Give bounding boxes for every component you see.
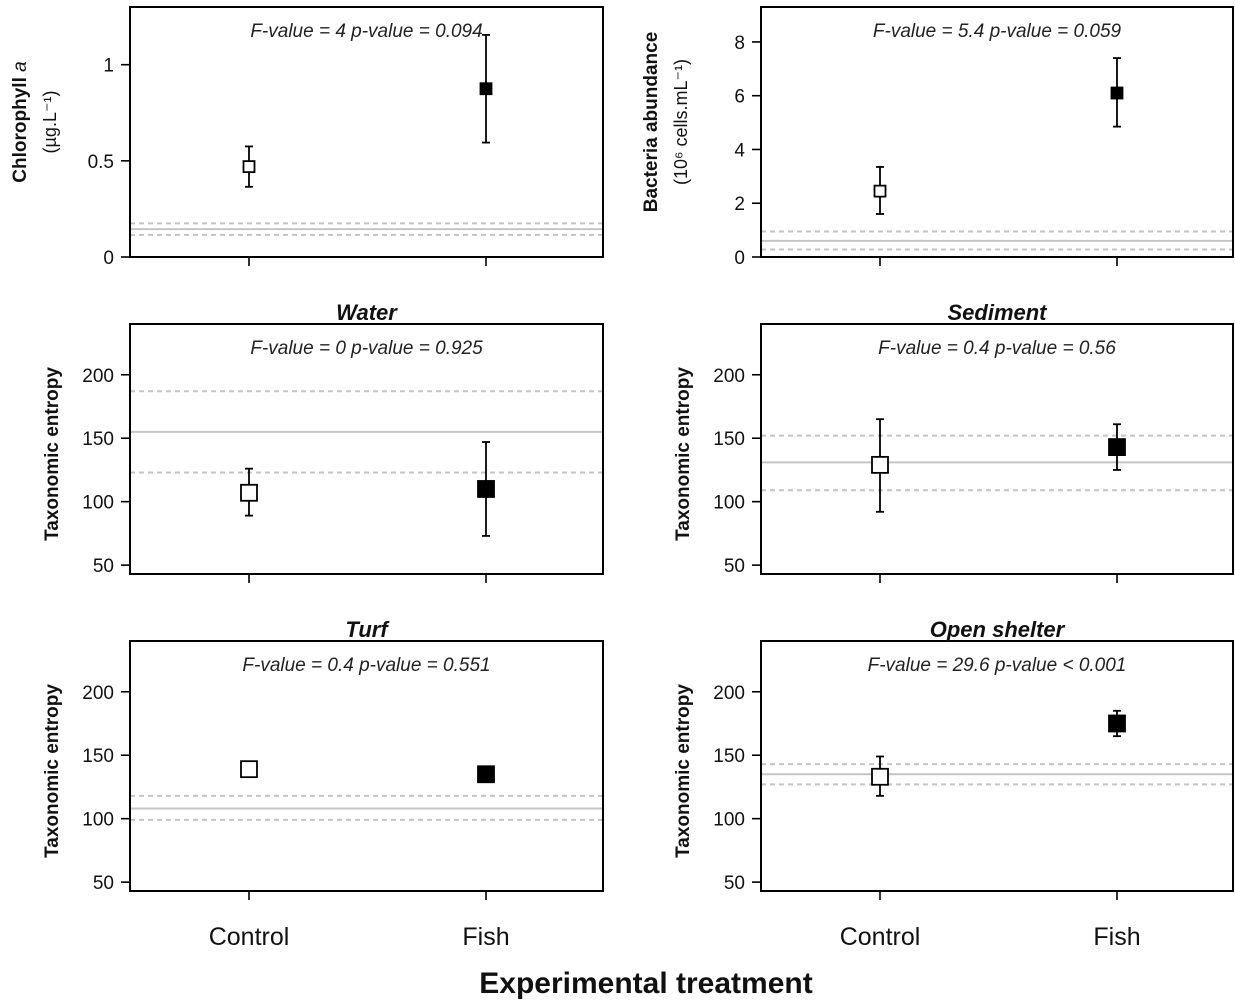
y-tick-label: 50 xyxy=(93,556,114,577)
data-point-control xyxy=(240,483,258,502)
stat-annotation: F-value = 0.4 p-value = 0.56 xyxy=(878,338,1116,359)
data-point-fish xyxy=(477,765,495,784)
stat-annotation: F-value = 0.4 p-value = 0.551 xyxy=(242,655,490,676)
data-point-fish xyxy=(1110,86,1124,100)
plot-frame xyxy=(760,6,1234,258)
y-tick-label: 50 xyxy=(93,873,114,894)
panel-turf: 50 100 150 200 F-value = 0.4 p-value = 0.551… xyxy=(42,617,604,900)
y-axis-label: Taxonomic entropy xyxy=(42,684,63,858)
y-tick-label: 0.5 xyxy=(88,152,114,173)
y-tick-label: 200 xyxy=(713,366,745,387)
plot-frame xyxy=(129,6,604,258)
y-tick-label: 50 xyxy=(724,556,745,577)
y-axis-label: Bacteria abundance xyxy=(641,32,662,213)
y-tick-label: 200 xyxy=(82,683,114,704)
panel-sediment: 50 100 150 200 F-value = 0.4 p-value = 0.56 S… xyxy=(673,300,1234,583)
y-tick-label: 150 xyxy=(82,746,114,767)
y-axis-label: Taxonomic entropy xyxy=(673,684,694,858)
y-axis-label: Chlorophyll a xyxy=(10,61,31,182)
panel-title: Sediment xyxy=(947,300,1048,325)
stat-annotation: F-value = 29.6 p-value < 0.001 xyxy=(868,655,1127,676)
data-point-control xyxy=(873,184,887,198)
x-category-label: Fish xyxy=(462,923,509,951)
y-tick-label: 0 xyxy=(103,248,114,269)
y-axis-label: Taxonomic entropy xyxy=(673,367,694,541)
y-tick-label: 100 xyxy=(82,493,114,514)
y-tick-label: 200 xyxy=(713,683,745,704)
y-tick-label: 100 xyxy=(713,810,745,831)
data-point-fish xyxy=(1108,714,1126,733)
y-tick-label: 100 xyxy=(82,810,114,831)
x-category-label: Control xyxy=(209,923,290,951)
y-tick-label: 8 xyxy=(734,33,745,54)
data-point-control xyxy=(240,760,258,779)
y-tick-label: 6 xyxy=(734,87,745,108)
data-point-fish xyxy=(479,82,493,96)
stat-annotation: F-value = 4 p-value = 0.094 xyxy=(250,21,482,42)
x-axis-title: Experimental treatment xyxy=(479,967,812,1000)
stat-annotation: F-value = 5.4 p-value = 0.059 xyxy=(873,21,1122,42)
data-point-fish xyxy=(1108,438,1126,456)
panel-title: Open shelter xyxy=(930,617,1066,642)
plot-frame xyxy=(129,640,604,892)
data-point-control xyxy=(871,767,889,786)
data-point-fish xyxy=(477,480,495,498)
y-tick-label: 200 xyxy=(82,366,114,387)
panel-title: Turf xyxy=(345,617,390,642)
data-point-control xyxy=(242,160,256,174)
x-category-label: Fish xyxy=(1093,923,1140,951)
y-tick-label: 2 xyxy=(734,194,745,215)
y-axis-label: Taxonomic entropy xyxy=(42,367,63,541)
data-point-control xyxy=(871,455,889,474)
stat-annotation: F-value = 0 p-value = 0.925 xyxy=(250,338,483,359)
y-tick-label: 150 xyxy=(82,429,114,450)
panel-water: 50 100 150 200 F-value = 0 p-value = 0.925 Wa… xyxy=(42,300,604,583)
panel-chlorophyll: 0 0.5 1 F-value = 4 p-value = 0.094 Chloroph… xyxy=(10,6,604,269)
y-tick-label: 150 xyxy=(713,429,745,450)
y-tick-label: 0 xyxy=(734,248,745,269)
y-tick-label: 1 xyxy=(103,56,114,77)
panel-bacteria: 0 2 4 6 8 F-value = 5.4 p-value = 0.059 Bacter… xyxy=(641,6,1234,269)
x-category-label: Control xyxy=(840,923,921,951)
y-axis-unit: (µg.L⁻¹) xyxy=(40,91,60,154)
y-tick-label: 150 xyxy=(713,746,745,767)
plot-frame xyxy=(760,640,1234,892)
plot-frame xyxy=(129,323,604,575)
y-tick-label: 4 xyxy=(734,140,745,161)
y-axis-unit: (10⁶ cells.mL⁻¹) xyxy=(671,59,691,185)
panel-open_shelter: 50 100 150 200 F-value = 29.6 p-value < 0.00… xyxy=(673,617,1234,900)
plot-frame xyxy=(760,323,1234,575)
y-tick-label: 100 xyxy=(713,493,745,514)
y-tick-label: 50 xyxy=(724,873,745,894)
panel-title: Water xyxy=(336,300,398,325)
